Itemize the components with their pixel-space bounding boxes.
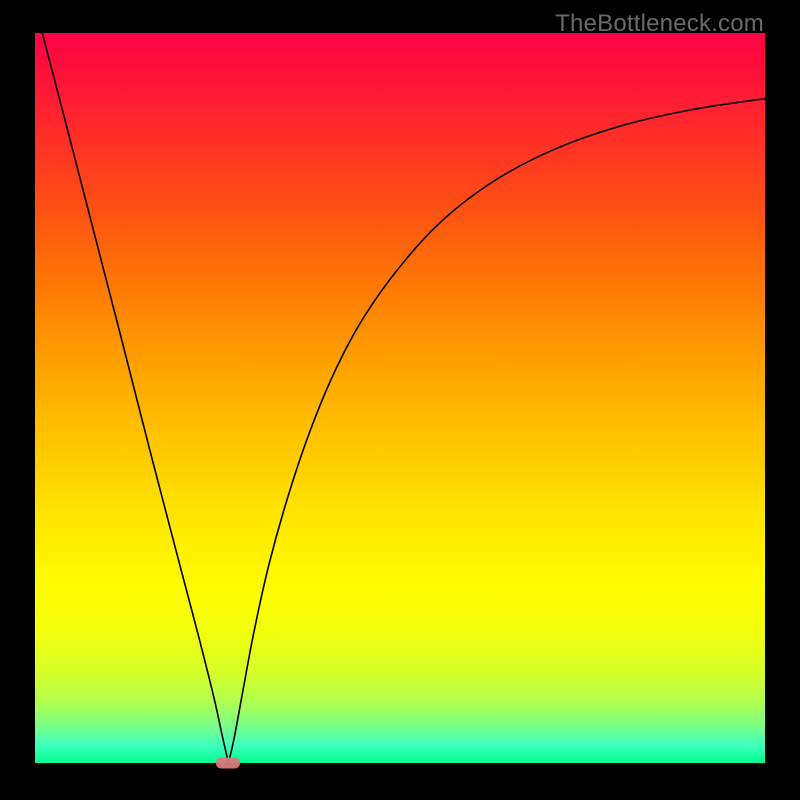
watermark-text: TheBottleneck.com — [555, 10, 764, 38]
chart-root: TheBottleneck.com — [0, 0, 800, 800]
optimum-marker — [216, 758, 240, 769]
bottleneck-curve — [35, 33, 765, 763]
plot-area — [35, 33, 765, 763]
